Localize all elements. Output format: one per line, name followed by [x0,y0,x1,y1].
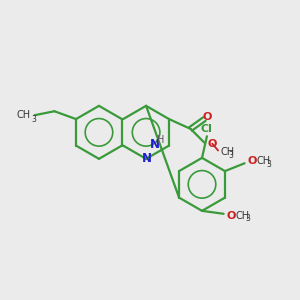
Text: N: N [142,152,152,165]
Text: 3: 3 [266,160,271,169]
Text: 3: 3 [32,115,37,124]
Text: CH: CH [256,156,271,166]
Text: 3: 3 [229,151,234,160]
Text: 3: 3 [245,214,250,223]
Text: CH: CH [17,110,31,120]
Text: Cl: Cl [201,124,213,134]
Text: N: N [150,138,160,151]
Text: O: O [248,156,257,166]
Text: O: O [226,211,236,221]
Text: H: H [157,135,164,145]
Text: O: O [207,139,217,148]
Text: CH: CH [236,211,250,221]
Text: O: O [202,112,212,122]
Text: CH: CH [220,148,234,158]
